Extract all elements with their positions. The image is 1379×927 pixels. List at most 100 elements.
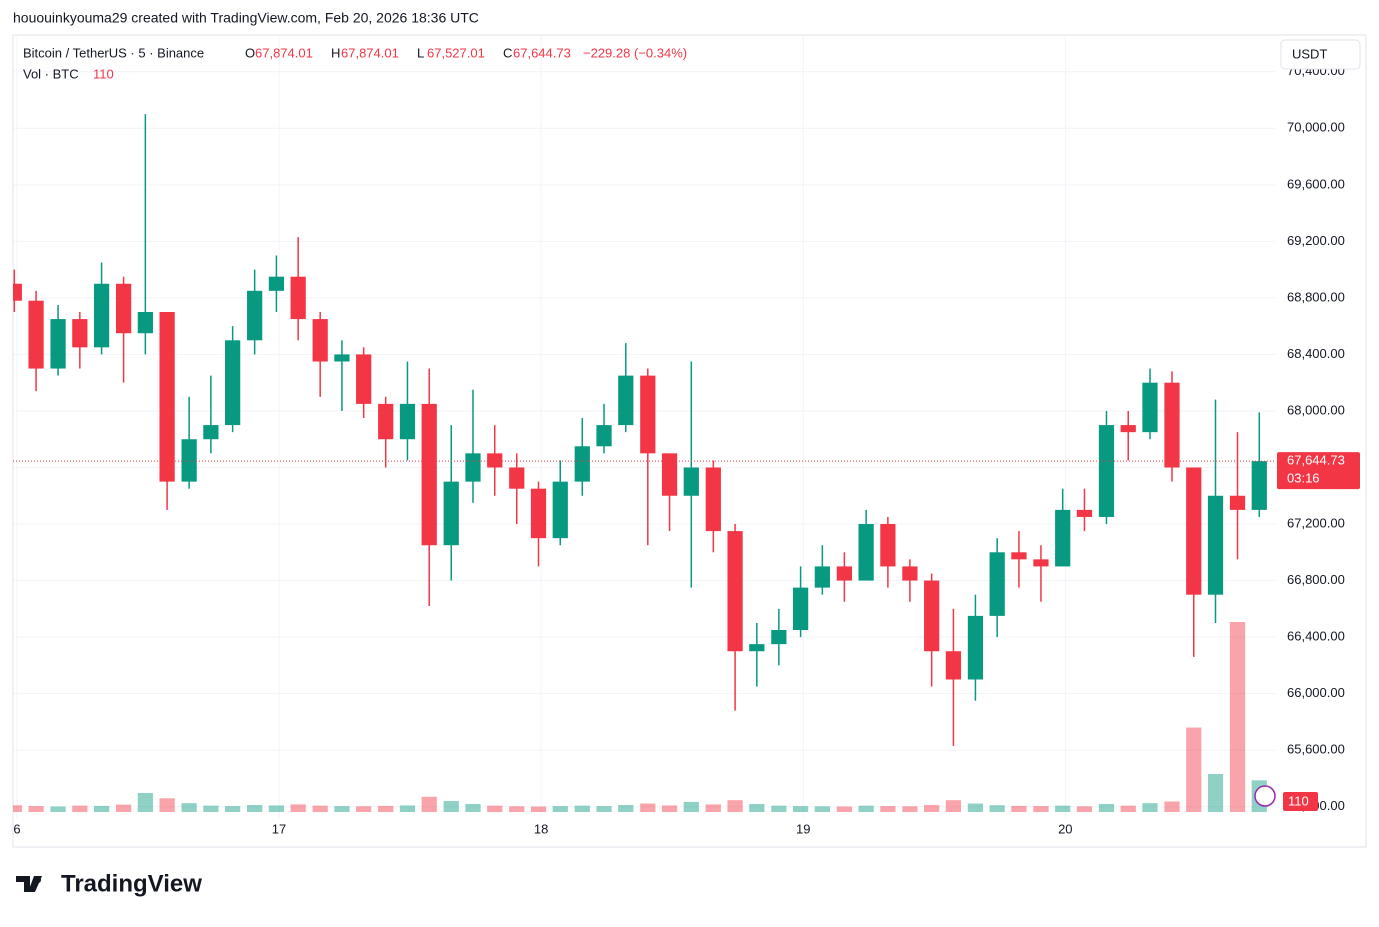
- candle-body: [13, 283, 22, 301]
- volume-bar: [334, 806, 350, 812]
- attribution: hououinkyouma29 created with TradingView…: [13, 10, 479, 26]
- candle-body: [1207, 495, 1224, 595]
- candle-body: [72, 319, 88, 348]
- volume-bar: [443, 801, 459, 812]
- candle-body: [552, 481, 568, 539]
- candle-body: [880, 524, 896, 567]
- volume-bar: [159, 798, 175, 812]
- volume-bar: [50, 806, 66, 812]
- candle-body: [487, 453, 503, 468]
- candle-body: [1076, 509, 1093, 517]
- volume-bar: [465, 803, 481, 812]
- volume-bar: [530, 806, 547, 812]
- candle-body: [749, 644, 765, 652]
- ohlc-letter: H: [331, 45, 340, 60]
- x-tick-label: 17: [272, 821, 286, 836]
- candle-body: [858, 524, 874, 581]
- candle-body: [727, 531, 743, 652]
- ohlc-letter: L: [417, 45, 424, 60]
- volume-bar: [203, 805, 219, 812]
- volume-bar: [967, 803, 984, 812]
- candle-body: [596, 425, 612, 447]
- candle-body: [115, 283, 132, 334]
- volume-bar: [858, 805, 874, 812]
- volume-bar: [640, 803, 656, 812]
- candle-body: [1033, 559, 1049, 567]
- y-tick-label: 70,000.00: [1287, 120, 1345, 135]
- grid: [13, 35, 1275, 818]
- candle-body: [792, 587, 809, 631]
- candle-body: [356, 354, 372, 404]
- volume-title: Vol · BTC: [23, 66, 79, 81]
- candle-body: [1098, 425, 1115, 517]
- volume-bar: [72, 805, 88, 812]
- candle-body: [705, 467, 721, 532]
- volume-tag-label: 110: [1288, 793, 1309, 808]
- candle-body: [225, 340, 241, 426]
- candle-body: [836, 566, 852, 581]
- legend: Bitcoin / TetherUS · 5 · Binance Vol · B…: [23, 45, 687, 81]
- volume-bar: [13, 805, 22, 812]
- candle-body: [247, 290, 263, 341]
- volume-bar: [312, 805, 328, 812]
- last-price-label: 67,644.73: [1287, 453, 1345, 468]
- change: −229.28 (−0.34%): [583, 45, 687, 60]
- candle-body: [924, 580, 940, 652]
- ohlc-value: 67,874.01: [255, 45, 313, 60]
- candle-body: [268, 276, 285, 291]
- candle-body: [771, 630, 787, 645]
- candle-body: [1164, 382, 1180, 468]
- candle-body: [203, 425, 219, 440]
- currency[interactable]: USDT: [1292, 46, 1327, 61]
- x-tick-label: 18: [534, 821, 548, 836]
- volume-bar: [509, 806, 525, 812]
- candle-body: [1186, 467, 1202, 595]
- candle-body: [1229, 495, 1246, 510]
- candle-body: [640, 375, 656, 454]
- currency-button[interactable]: [1280, 39, 1361, 70]
- x-tick-label: 6: [13, 821, 20, 836]
- volume-bar: [1033, 806, 1049, 812]
- ohlc-value: 67,874.01: [341, 45, 399, 60]
- logo: TradingView: [16, 870, 202, 897]
- volume-bar: [399, 805, 416, 812]
- volume-bar: [1011, 805, 1027, 812]
- y-tick-label: 65,600.00: [1287, 742, 1345, 757]
- candle-body: [1120, 425, 1136, 433]
- ohlc-value: 67,527.01: [427, 45, 485, 60]
- volume-bar: [487, 805, 503, 812]
- y-tick-label: 66,400.00: [1287, 629, 1345, 644]
- volume-bar: [924, 805, 940, 812]
- candle-body: [902, 566, 918, 581]
- candle-body: [421, 403, 437, 546]
- candle-body: [574, 446, 590, 482]
- volume-bar: [771, 805, 787, 812]
- candle-body: [530, 488, 547, 539]
- candle-body: [509, 467, 525, 489]
- volume-bar: [225, 806, 241, 812]
- candle-body: [93, 283, 110, 348]
- volume-bar: [945, 800, 962, 812]
- y-tick-label: 68,000.00: [1287, 402, 1345, 417]
- volume-bar: [661, 805, 678, 812]
- logo-text: TradingView: [61, 870, 202, 897]
- volume-bar: [268, 805, 285, 812]
- y-tick-label: 67,200.00: [1287, 515, 1345, 530]
- candle-body: [312, 319, 328, 362]
- countdown: 03:16: [1287, 471, 1320, 486]
- volume-bar: [1098, 803, 1115, 812]
- volume-bar: [356, 806, 372, 812]
- candle-body: [399, 403, 416, 440]
- candle-body: [661, 453, 678, 496]
- volume-bar: [596, 806, 612, 812]
- y-tick-label: 66,000.00: [1287, 685, 1345, 700]
- volume-bar: [290, 804, 306, 812]
- volume-bar: [1120, 805, 1136, 812]
- candle-body: [181, 439, 197, 482]
- volume-bar: [792, 806, 809, 812]
- candle-body: [1251, 461, 1267, 510]
- candle-body: [683, 467, 699, 496]
- volume-bar: [1164, 801, 1180, 812]
- y-tick-label: 66,800.00: [1287, 572, 1345, 587]
- y-tick-label: 69,600.00: [1287, 176, 1345, 191]
